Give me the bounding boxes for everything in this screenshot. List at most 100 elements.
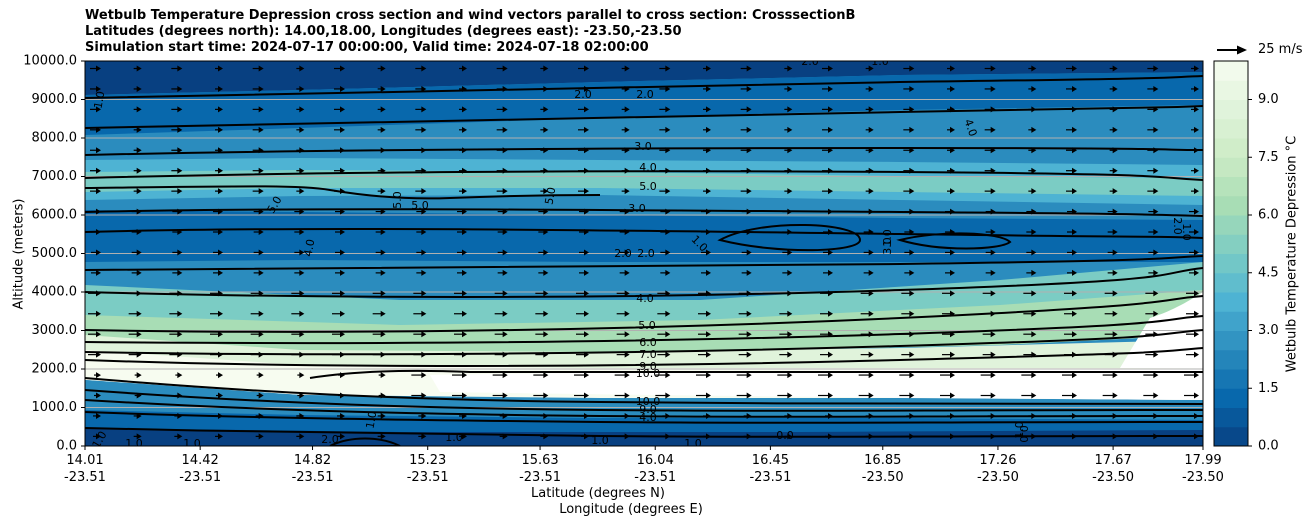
wind-vector — [1067, 208, 1077, 215]
x-tick-label-latitude: 16.45 — [752, 453, 789, 468]
wind-vector — [616, 351, 630, 358]
wind-vector — [1069, 412, 1077, 419]
wind-vector — [88, 310, 101, 317]
wind-vector — [984, 167, 996, 174]
wind-vector-head — [624, 167, 630, 174]
wind-vector-head — [787, 412, 793, 419]
wind-vector — [942, 351, 955, 358]
wind-vector — [377, 106, 386, 113]
wind-vector-head — [1031, 167, 1037, 174]
wind-vector-head — [462, 188, 467, 195]
wind-vector — [1147, 188, 1159, 195]
wind-vector — [457, 249, 467, 256]
wind-vector — [533, 372, 549, 379]
wind-vector-head — [299, 351, 305, 358]
wind-vector-head — [950, 412, 955, 419]
wind-vector-head — [706, 126, 711, 133]
wind-vector — [496, 106, 508, 113]
wind-vector-head — [96, 351, 101, 358]
wind-vector — [659, 85, 671, 92]
wind-vector-head — [136, 331, 142, 338]
wind-vector — [1148, 229, 1159, 236]
wind-vector — [703, 65, 711, 72]
wind-vector — [297, 392, 305, 399]
wind-vector-head — [868, 208, 874, 215]
contour-label: 4.0 — [639, 161, 657, 174]
wind-vector — [172, 269, 183, 276]
wind-vector-head — [502, 126, 508, 133]
wind-vector-head — [746, 85, 752, 92]
wind-vector — [296, 106, 305, 113]
wind-vector-head — [584, 412, 589, 419]
wind-vector — [213, 269, 223, 276]
contour-label: 1.0 — [364, 410, 380, 429]
wind-vector — [741, 269, 752, 276]
wind-vector-head — [868, 85, 874, 92]
wind-vector — [782, 208, 793, 215]
wind-vector — [494, 290, 508, 297]
wind-vector-head — [1031, 412, 1037, 419]
wind-vector-head — [828, 290, 833, 297]
wind-vector — [1109, 126, 1118, 133]
wind-vector — [415, 126, 427, 133]
wind-vector-head — [1153, 392, 1159, 399]
colorbar-segment — [1214, 311, 1248, 331]
wind-vector-head — [1072, 167, 1077, 174]
wind-vector — [703, 106, 711, 113]
wind-vector-head — [136, 229, 142, 236]
wind-vector — [740, 147, 752, 154]
wind-vector — [1147, 126, 1159, 133]
wind-vector — [621, 412, 630, 419]
wind-vector-head — [502, 372, 508, 379]
wind-vector-head — [828, 188, 833, 195]
colorbar-segment — [1214, 118, 1248, 139]
wind-vector-head — [1194, 249, 1199, 256]
contour-line — [85, 105, 1203, 129]
wind-vector-head — [258, 126, 264, 133]
x-tick-label-latitude: 17.67 — [1095, 453, 1132, 468]
wind-vector-head — [380, 208, 386, 215]
wind-vector — [294, 208, 305, 215]
wind-vector-head — [909, 229, 915, 236]
x-tick-label-latitude: 14.82 — [294, 453, 331, 468]
wind-vector-head — [1194, 412, 1199, 419]
wind-vector — [215, 106, 223, 113]
wind-vector-head — [299, 249, 305, 256]
wind-vector — [904, 229, 915, 236]
wind-vector — [215, 126, 223, 133]
contour-label: 9.0 — [639, 403, 657, 416]
fill-band — [85, 290, 1203, 358]
wind-vector-head — [462, 331, 467, 338]
wind-vector-head — [706, 351, 711, 358]
wind-vector — [1028, 167, 1037, 174]
wind-vector — [1191, 412, 1199, 419]
wind-vector — [452, 372, 467, 379]
wind-vector — [987, 433, 996, 440]
contour-label: 5.0 — [411, 199, 429, 212]
wind-vector — [255, 433, 264, 440]
wind-vector-head — [584, 65, 589, 72]
wind-vector-head — [1194, 208, 1199, 215]
colorbar-segment — [1214, 157, 1248, 177]
contour-label: 3.0 — [634, 140, 652, 153]
wind-vector — [1104, 310, 1118, 317]
wind-vector — [334, 85, 345, 92]
wind-vector-head — [1072, 290, 1077, 297]
wind-vector — [1191, 188, 1199, 195]
wind-vector-head — [543, 372, 549, 379]
x-tick-label-latitude: 16.85 — [864, 453, 901, 468]
wind-vector-head — [1153, 167, 1159, 174]
wind-vector — [863, 249, 874, 256]
wind-vector-head — [96, 65, 101, 72]
wind-vector — [1028, 433, 1037, 440]
x-tick-label-longitude: -23.50 — [1092, 470, 1134, 485]
wind-vector — [540, 188, 549, 195]
wind-vector-head — [787, 85, 793, 92]
wind-vector — [1107, 269, 1118, 276]
wind-vector-head — [665, 290, 671, 297]
wind-vector — [457, 229, 467, 236]
y-tick-label: 2000.0 — [32, 362, 78, 377]
wind-vector — [335, 208, 345, 215]
wind-vector — [253, 229, 264, 236]
wind-vector-head — [177, 433, 183, 440]
